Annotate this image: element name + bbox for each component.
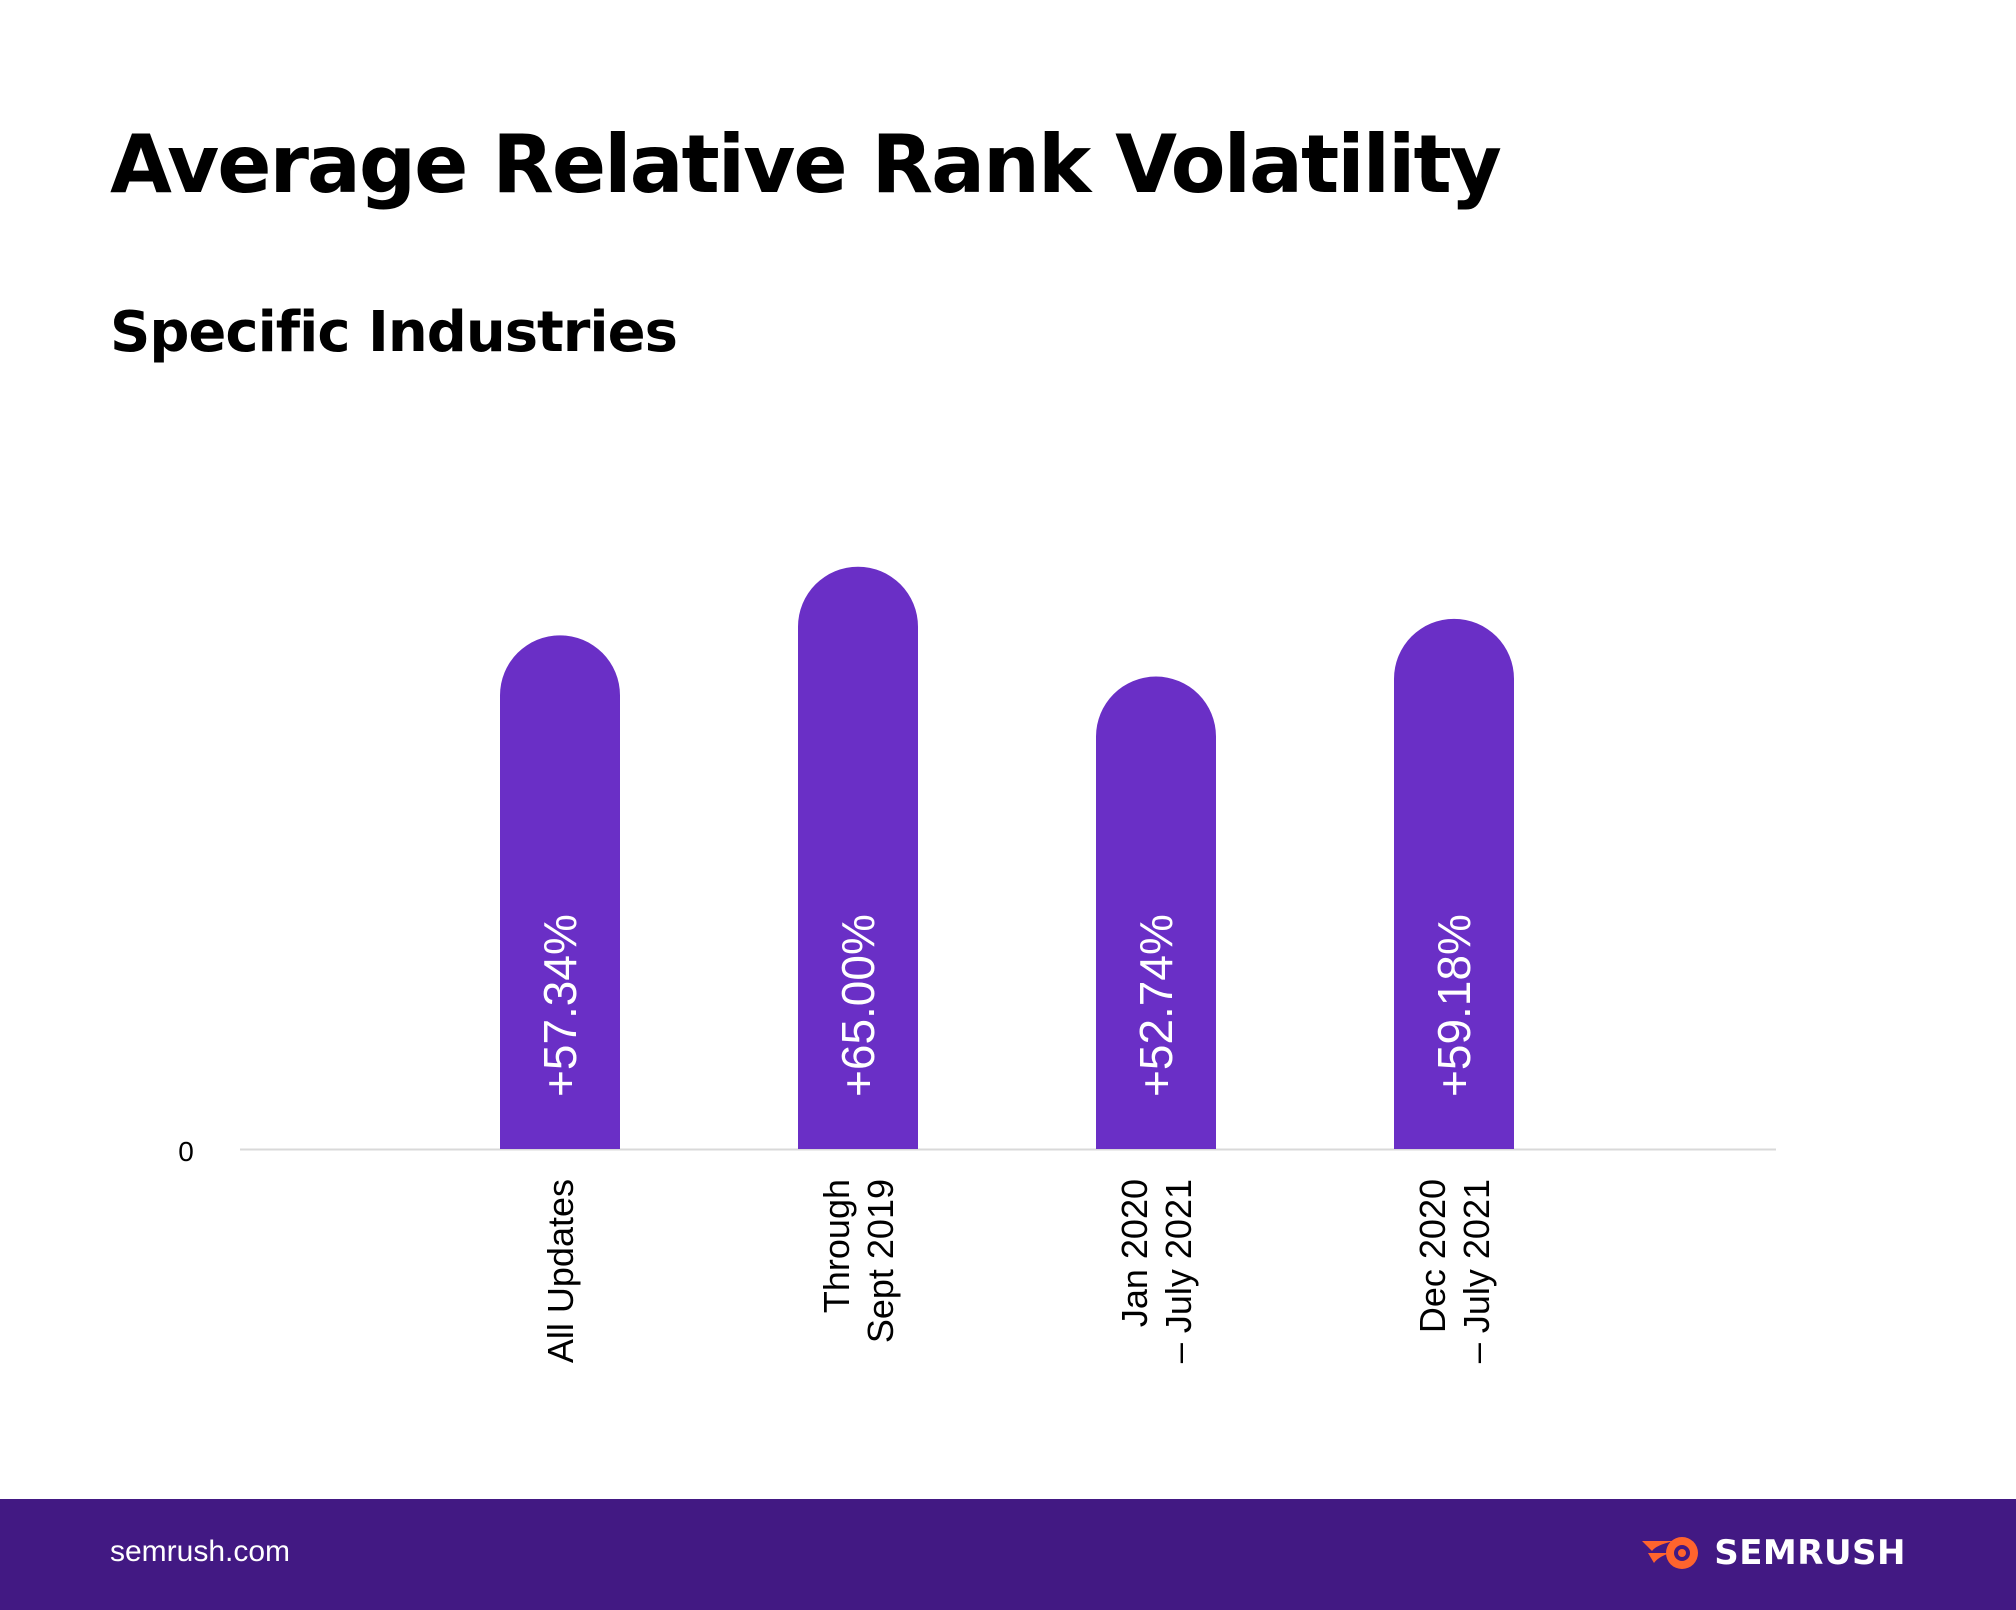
bar xyxy=(500,635,620,1149)
brand-name: SEMRUSH xyxy=(1714,1533,1906,1573)
bar-value-label: +52.74% xyxy=(1130,914,1182,1097)
x-tick-label: Dec 2020 xyxy=(1412,1179,1453,1333)
footer-bar: semrush.com SEMRUSH xyxy=(0,1499,2016,1610)
x-tick-label: All Updates xyxy=(540,1179,581,1363)
chart-subtitle: Specific Industries xyxy=(110,300,678,365)
bar-value-label: +57.34% xyxy=(534,914,586,1097)
x-tick-label: – July 2021 xyxy=(1456,1179,1497,1363)
x-tick-label: Through xyxy=(816,1179,857,1313)
chart-title: Average Relative Rank Volatility xyxy=(110,118,1502,211)
bar xyxy=(798,566,918,1149)
semrush-flame-icon xyxy=(1642,1537,1699,1569)
bar xyxy=(1096,676,1216,1149)
bar-value-label: +59.18% xyxy=(1428,914,1480,1097)
y-tick-label: 0 xyxy=(178,1136,194,1167)
bar xyxy=(1394,618,1514,1149)
x-tick-label: Jan 2020 xyxy=(1114,1179,1155,1327)
bar-chart: 0 +57.34% All Updates +65.00% Through Sept 20… xyxy=(178,566,1776,1363)
x-tick-label: Sept 2019 xyxy=(860,1179,901,1343)
brand-logo: SEMRUSH xyxy=(1640,1525,1906,1581)
footer-url[interactable]: semrush.com xyxy=(110,1535,291,1568)
x-tick-label: – July 2021 xyxy=(1158,1179,1199,1363)
bar-value-label: +65.00% xyxy=(832,914,884,1097)
